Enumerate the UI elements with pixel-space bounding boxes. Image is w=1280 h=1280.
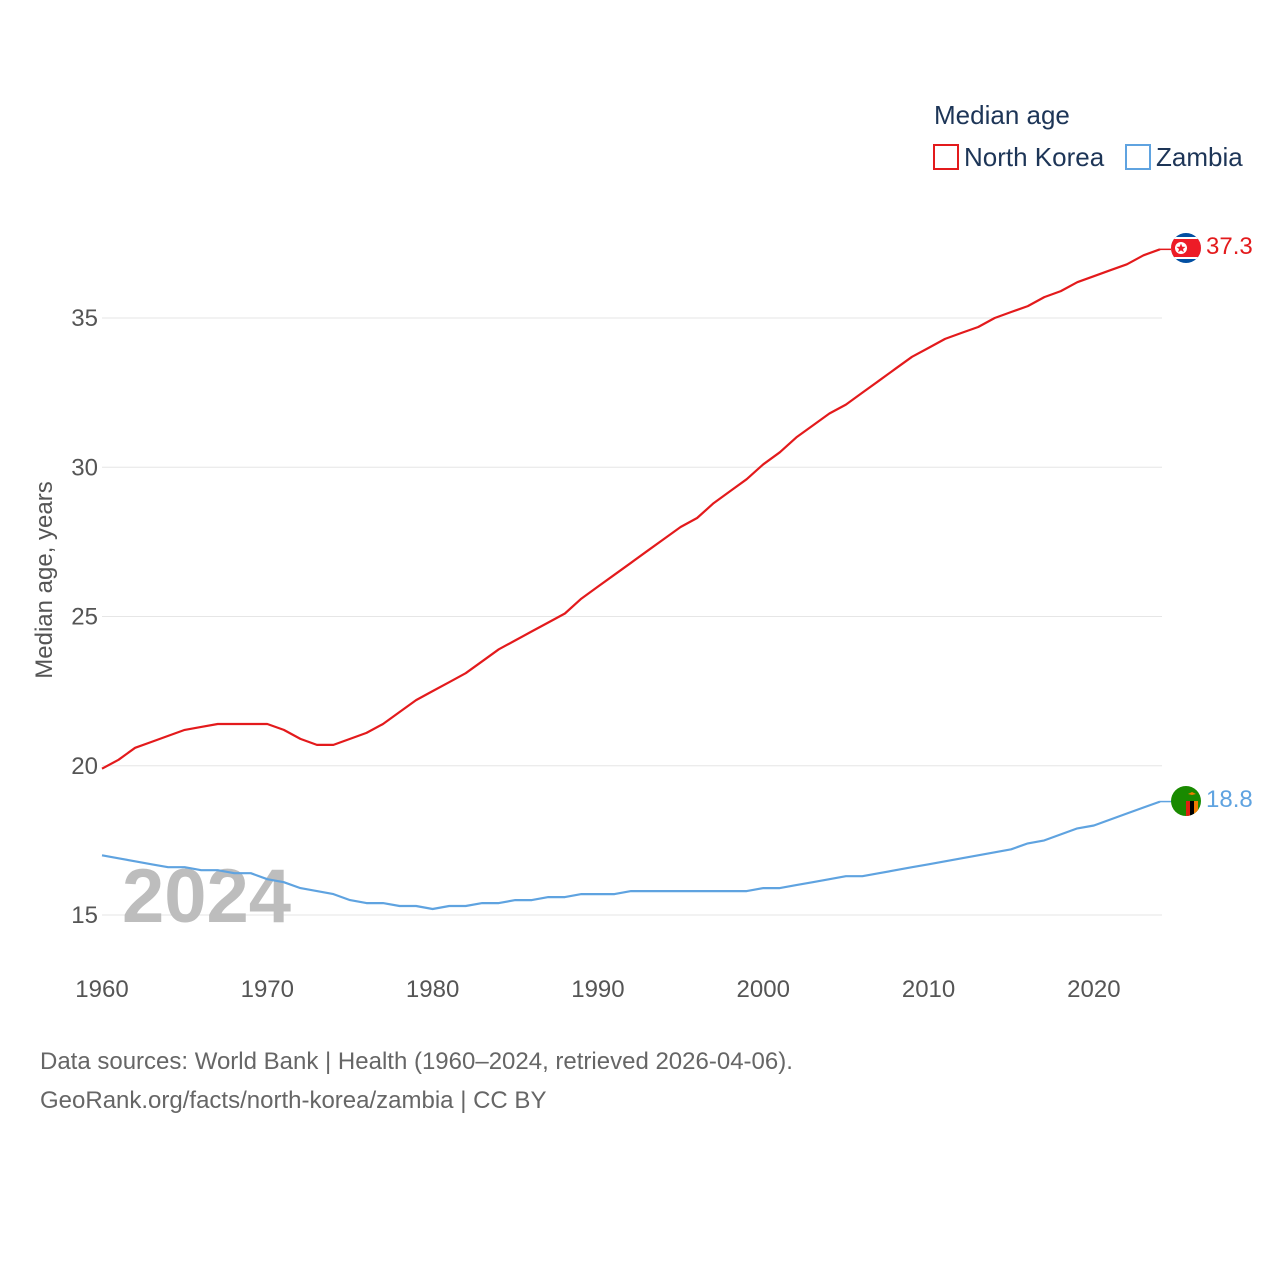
year-watermark: 2024 — [122, 854, 291, 939]
y-axis-ticks: 15 20 25 30 35 — [71, 305, 98, 929]
y-axis-title: Median age, years — [31, 481, 58, 678]
x-tick-label: 1980 — [406, 976, 459, 1003]
zambia-flag-icon — [1171, 786, 1201, 816]
x-tick-label: 1960 — [75, 976, 128, 1003]
x-tick-label: 2000 — [737, 976, 790, 1003]
legend-title: Median age — [934, 100, 1070, 130]
y-tick-label: 15 — [71, 902, 98, 929]
legend-swatch-north-korea[interactable] — [933, 144, 959, 170]
legend-label-zambia[interactable]: Zambia — [1156, 142, 1243, 172]
series-lines — [101, 248, 1172, 911]
x-tick-label: 1990 — [571, 976, 624, 1003]
legend-label-north-korea[interactable]: North Korea — [964, 142, 1105, 172]
y-tick-label: 35 — [71, 305, 98, 332]
legend-swatch-zambia[interactable] — [1125, 144, 1151, 170]
end-label-north-korea: 37.3 — [1206, 233, 1253, 260]
x-tick-label: 2020 — [1067, 976, 1120, 1003]
x-axis-ticks: 1960 1970 1980 1990 2000 2010 2020 — [75, 976, 1120, 1003]
y-tick-label: 25 — [71, 604, 98, 631]
gridlines — [102, 317, 1162, 916]
x-tick-label: 2010 — [902, 976, 955, 1003]
end-label-zambia: 18.8 — [1206, 786, 1253, 813]
y-tick-label: 20 — [71, 753, 98, 780]
source-link[interactable]: GeoRank.org/facts/north-korea/zambia | C… — [40, 1087, 547, 1114]
y-tick-label: 30 — [71, 454, 98, 481]
north-korea-flag-icon — [1171, 233, 1201, 263]
series-line-north-korea[interactable] — [101, 248, 1161, 770]
source-line: Data sources: World Bank | Health (1960–… — [40, 1048, 793, 1075]
legend: Median age North Korea Zambia — [933, 100, 1243, 172]
source-note: Data sources: World Bank | Health (1960–… — [40, 1042, 793, 1120]
x-tick-label: 1970 — [241, 976, 294, 1003]
series-line-zambia[interactable] — [101, 800, 1161, 911]
